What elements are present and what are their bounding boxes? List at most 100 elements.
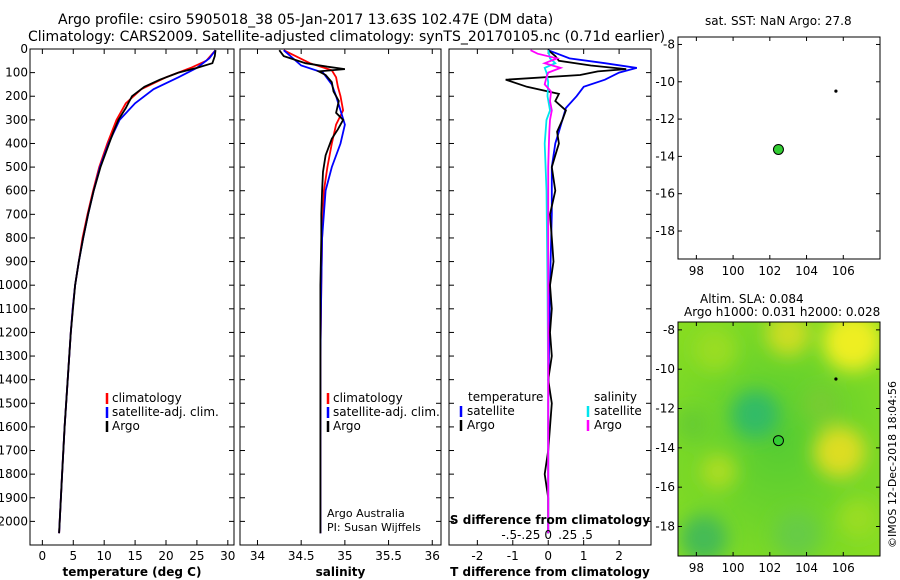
- temperature-series-argo: [58, 50, 217, 534]
- sst_map-ytick-label: -10: [655, 75, 675, 89]
- sla-field-blob: [837, 498, 879, 539]
- sla-field-blob: [692, 327, 737, 372]
- difference-legend-label: Argo: [467, 418, 495, 432]
- sst_map-xtick-label: 102: [758, 264, 781, 278]
- sst_map-xtick-label: 100: [722, 264, 745, 278]
- sla_map-xtick-label: 98: [689, 561, 704, 575]
- sla_map-frame: [677, 321, 881, 557]
- sla-field-blob: [802, 386, 840, 423]
- difference-xtick-label: 0: [544, 549, 552, 563]
- sla-field-blob: [700, 453, 737, 490]
- depth-tick-label: 1300: [0, 349, 28, 363]
- difference-stick-label: 0: [544, 528, 552, 542]
- temperature-xtick-label: 10: [97, 549, 112, 563]
- depth-tick-label: 500: [5, 160, 28, 174]
- figure-title-line1: Argo profile: csiro 5905018_38 05-Jan-20…: [58, 12, 554, 28]
- depth-tick-label: 1000: [0, 278, 28, 292]
- salinity-xtick-label: 35.5: [375, 549, 402, 563]
- depth-tick-label: 300: [5, 113, 28, 127]
- sla-map-subtitle: Argo h1000: 0.031 h2000: 0.028: [684, 305, 881, 319]
- depth-tick-label: 1800: [0, 467, 28, 481]
- difference-legend-label: satellite: [467, 404, 515, 418]
- depth-tick-label: 1700: [0, 444, 28, 458]
- sla_map-ytick-label: -10: [655, 362, 675, 376]
- temperature-xtick-label: 5: [69, 549, 77, 563]
- temperature-frame: [29, 48, 235, 546]
- difference-stick-label: -.25: [517, 528, 540, 542]
- difference-xtick-label: 2: [615, 549, 623, 563]
- panel-salinity: 34 34.5 35 35.5 36 salinity climatologysatelli…: [239, 48, 442, 579]
- sst_map-ytick-label: -12: [655, 112, 675, 126]
- depth-tick-label: 400: [5, 136, 28, 150]
- depth-tick-label: 0: [20, 42, 28, 56]
- depth-tick-label: 1600: [0, 420, 28, 434]
- profile-panels: 0 5 10 15 20 25 300100200300400500600700800900…: [0, 42, 652, 579]
- difference-xlabel2: S difference from climatology: [450, 513, 650, 527]
- salinity-legend-label: satellite-adj. clim.: [333, 405, 440, 419]
- temperature-xtick-label: 15: [127, 549, 142, 563]
- depth-tick-label: 1900: [0, 491, 28, 505]
- depth-tick-label: 200: [5, 89, 28, 103]
- difference-xlabel: T difference from climatology: [450, 565, 650, 579]
- temperature-legend-label: Argo: [112, 419, 140, 433]
- sla-field-blob: [813, 426, 866, 478]
- sla-field-blob: [823, 322, 880, 372]
- temperature-xtick-label: 20: [158, 549, 173, 563]
- depth-tick-label: 1400: [0, 373, 28, 387]
- sst_map-argo-position-point: [772, 143, 784, 155]
- sla_map-xtick-label: 106: [832, 561, 855, 575]
- sst_map-ytick-label: -8: [663, 37, 675, 51]
- difference-legend-label: Argo: [594, 418, 622, 432]
- difference-legend-label: satellite: [594, 404, 642, 418]
- sla_map-ytick-label: -16: [655, 480, 675, 494]
- sla-field-blob: [731, 390, 779, 439]
- depth-tick-label: 600: [5, 184, 28, 198]
- sst_map-xtick-label: 104: [795, 264, 818, 278]
- sla_map-xtick-label: 104: [795, 561, 818, 575]
- difference-xtick-label: -2: [471, 549, 483, 563]
- depth-tick-label: 800: [5, 231, 28, 245]
- salinity-xtick-label: 34.5: [288, 549, 315, 563]
- map-sla_map: 98 100 102 104 106 -8 -10 -12 -14 -16 -18: [655, 321, 881, 575]
- sla-field-blob: [773, 510, 822, 556]
- depth-tick-label: 1500: [0, 396, 28, 410]
- sst_map-xtick-label: 106: [832, 264, 855, 278]
- depth-tick-label: 2000: [0, 514, 28, 528]
- depth-tick-label: 700: [5, 207, 28, 221]
- temperature-xtick-label: 0: [39, 549, 47, 563]
- salinity-xlabel: salinity: [316, 565, 366, 579]
- temperature-legend-label: climatology: [112, 391, 182, 405]
- temperature-legend-label: satellite-adj. clim.: [112, 405, 219, 419]
- salinity-frame: [239, 48, 442, 546]
- map-panels: 98 100 102 104 106 -8 -10 -12 -14 -16 -18 98 100 102 1…: [655, 36, 881, 575]
- difference-legend-title-salinity: salinity: [594, 390, 637, 404]
- attribution-line1: Argo Australia: [327, 507, 405, 520]
- sst_map-frame: [677, 36, 881, 260]
- depth-tick-label: 1200: [0, 325, 28, 339]
- sla-field: [678, 322, 880, 556]
- sla-map-title: Altim. SLA: 0.084: [700, 292, 804, 306]
- salinity-legend-label: Argo: [333, 419, 361, 433]
- panel-temperature: 0 5 10 15 20 25 300100200300400500600700800900…: [0, 42, 235, 579]
- sst_map-ytick-label: -16: [655, 187, 675, 201]
- depth-tick-label: 100: [5, 66, 28, 80]
- sst-map-title: sat. SST: NaN Argo: 27.8: [705, 14, 852, 28]
- map-sst_map: 98 100 102 104 106 -8 -10 -12 -14 -16 -18: [655, 36, 881, 278]
- sla-field-blob: [766, 322, 811, 356]
- salinity-xtick-label: 34: [250, 549, 265, 563]
- sst_map-ytick-label: -18: [655, 224, 675, 238]
- sla-field-blob: [678, 407, 710, 441]
- depth-tick-label: 1100: [0, 302, 28, 316]
- depth-tick-label: 900: [5, 255, 28, 269]
- sla_map-ytick-label: -8: [663, 323, 675, 337]
- sst_map-xtick-label: 98: [689, 264, 704, 278]
- difference-series-salinity-argo: [530, 49, 564, 534]
- difference-xtick-label: -1: [507, 549, 519, 563]
- sst_map-ytick-label: -14: [655, 149, 675, 163]
- panel-difference: -2 -1 0 1 2 T difference from climatology temp…: [448, 48, 652, 579]
- temperature-xtick-label: 30: [220, 549, 235, 563]
- sla_map-ytick-label: -12: [655, 402, 675, 416]
- figure-title-line2: Climatology: CARS2009. Satellite-adjuste…: [28, 29, 666, 45]
- salinity-series-argo: [278, 49, 346, 534]
